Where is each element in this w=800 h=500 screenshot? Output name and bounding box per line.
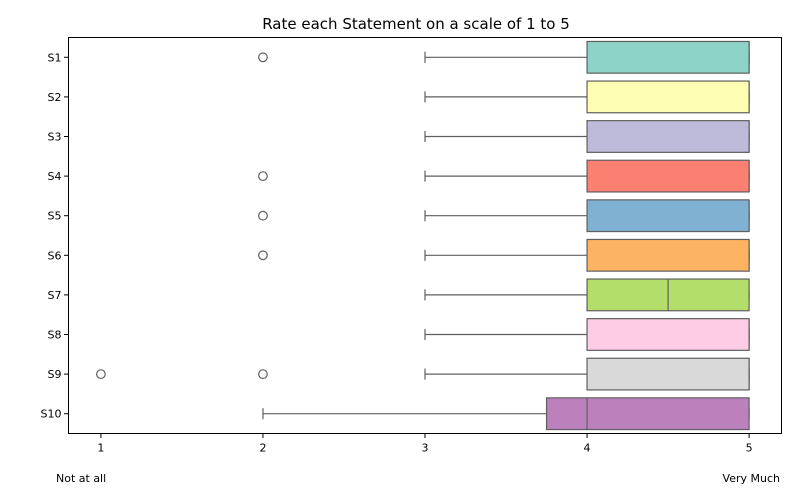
outlier-point-s4 bbox=[258, 171, 268, 182]
x-tick-label-2: 2 bbox=[259, 442, 266, 455]
box-s8 bbox=[586, 318, 750, 351]
outlier-point-s1 bbox=[258, 52, 268, 63]
outlier-point-s5 bbox=[258, 210, 268, 221]
box-s4 bbox=[586, 159, 750, 193]
y-tick-label-s5: S5 bbox=[48, 210, 62, 223]
y-tick-label-s10: S10 bbox=[41, 408, 62, 421]
x-tick-label-1: 1 bbox=[97, 442, 104, 455]
x-tick-label-5: 5 bbox=[746, 442, 753, 455]
scale-low-annotation: Not at all bbox=[56, 472, 107, 485]
outlier-point-s9 bbox=[96, 369, 106, 380]
chart-title: Rate each Statement on a scale of 1 to 5 bbox=[262, 15, 570, 33]
y-tick-label-s6: S6 bbox=[48, 249, 62, 262]
box-s1 bbox=[586, 40, 750, 74]
plot-frame bbox=[68, 37, 782, 434]
box-s2 bbox=[586, 80, 750, 114]
x-tick-label-4: 4 bbox=[584, 442, 591, 455]
outlier-point-s9 bbox=[258, 369, 268, 380]
plot-area: S1 S2 S3 S4 S5 S6 S7 S8 S9 S10 1 2 3 4 5 bbox=[41, 40, 753, 455]
y-tick-label-s9: S9 bbox=[48, 368, 62, 381]
outlier-point-s6 bbox=[258, 250, 268, 261]
box-s3 bbox=[586, 120, 750, 153]
box-s5 bbox=[586, 199, 750, 233]
y-tick-label-s1: S1 bbox=[48, 51, 62, 64]
y-tick-label-s3: S3 bbox=[48, 131, 62, 144]
y-tick-label-s4: S4 bbox=[48, 170, 62, 183]
box-s6 bbox=[586, 238, 750, 272]
box-s10 bbox=[545, 397, 750, 431]
x-tick-label-3: 3 bbox=[422, 442, 429, 455]
scale-high-annotation: Very Much bbox=[722, 472, 780, 485]
y-tick-label-s7: S7 bbox=[48, 289, 62, 302]
box-s9 bbox=[586, 357, 750, 391]
y-tick-label-s2: S2 bbox=[48, 91, 62, 104]
y-tick-label-s8: S8 bbox=[48, 329, 62, 342]
